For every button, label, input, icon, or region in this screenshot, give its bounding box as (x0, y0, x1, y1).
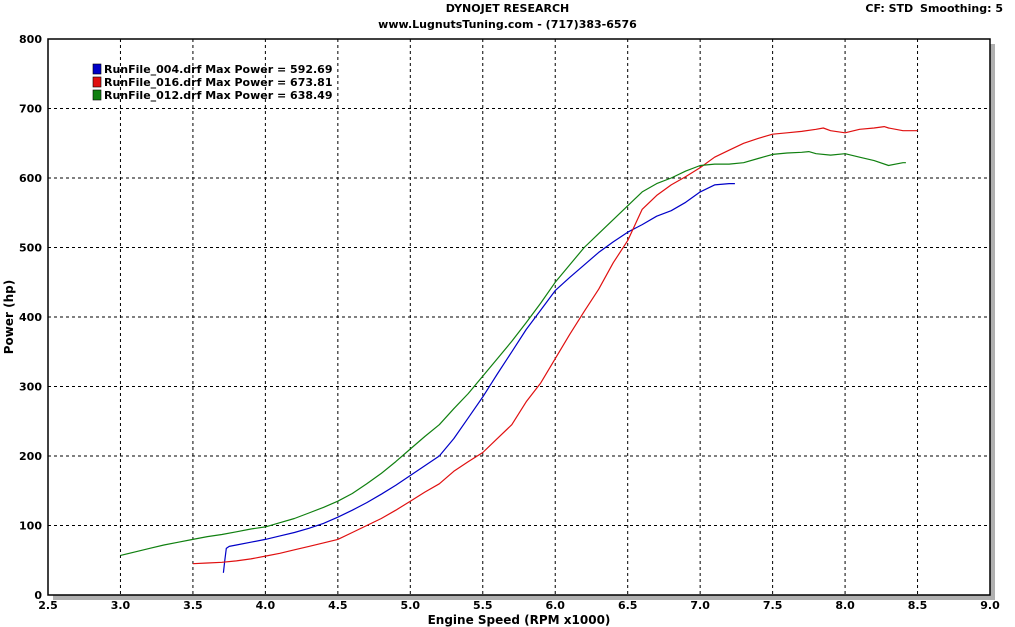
x-tick-label: 5.0 (401, 599, 421, 612)
x-axis-label: Engine Speed (RPM x1000) (428, 613, 611, 627)
x-tick-label: 5.5 (473, 599, 493, 612)
series-line-red (192, 125, 918, 565)
y-tick-label: 100 (19, 520, 42, 533)
chart-subtitle: www.LugnutsTuning.com - (717)383-6576 (378, 18, 637, 31)
legend-label-blue: RunFile_004.drf Max Power = 592.69 (104, 63, 333, 76)
x-tick-label: 6.0 (545, 599, 565, 612)
y-tick-label: 800 (19, 33, 42, 46)
x-tick-label: 2.5 (38, 599, 58, 612)
x-tick-label: 8.0 (835, 599, 855, 612)
y-tick-label: 0 (34, 589, 42, 602)
x-tick-label: 3.5 (183, 599, 203, 612)
y-tick-label: 600 (19, 172, 42, 185)
x-tick-label: 9.0 (980, 599, 1000, 612)
legend-label-green: RunFile_012.drf Max Power = 638.49 (104, 89, 333, 102)
x-tick-label: 3.0 (111, 599, 131, 612)
legend-label-red: RunFile_016.drf Max Power = 673.81 (104, 76, 333, 89)
y-tick-label: 200 (19, 450, 42, 463)
x-tick-label: 4.0 (256, 599, 276, 612)
legend-swatch-red (92, 76, 102, 88)
legend-swatch-green (92, 89, 102, 101)
series-line-green (120, 151, 906, 556)
x-tick-label: 6.5 (618, 599, 638, 612)
x-tick-label: 7.5 (763, 599, 783, 612)
y-axis-label: Power (hp) (2, 280, 16, 354)
y-tick-label: 700 (19, 103, 42, 116)
series-line-blue (222, 183, 735, 573)
x-tick-label: 8.5 (908, 599, 928, 612)
chart-title: DYNOJET RESEARCH (445, 2, 570, 15)
y-tick-label: 500 (19, 242, 42, 255)
y-tick-label: 400 (19, 311, 42, 324)
x-tick-label: 4.5 (328, 599, 348, 612)
cf-readout: CF: STD (865, 2, 914, 15)
y-tick-label: 300 (19, 381, 42, 394)
settings-readout: CF: STD Smoothing: 5 (862, 2, 1003, 15)
x-tick-label: 7.0 (690, 599, 710, 612)
legend-swatch-blue (92, 63, 102, 75)
smoothing-readout: Smoothing: 5 (920, 2, 1003, 15)
